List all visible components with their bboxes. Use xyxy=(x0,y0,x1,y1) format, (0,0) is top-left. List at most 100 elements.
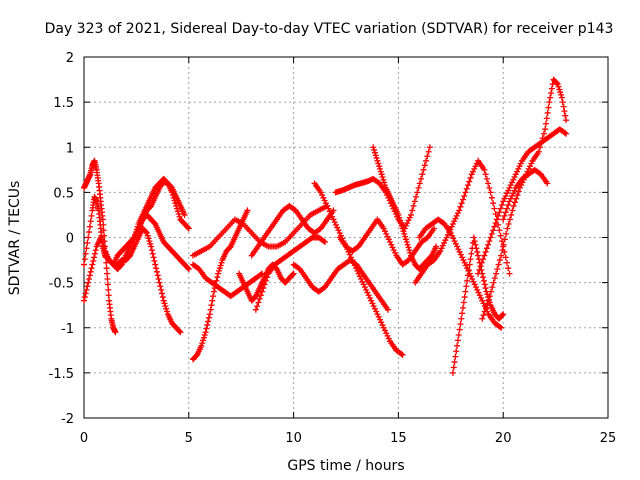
data-point-arc-m xyxy=(359,278,366,285)
data-point-arc-s xyxy=(473,245,480,252)
data-point-arc-s xyxy=(454,342,461,349)
data-point-arc-p xyxy=(402,236,409,243)
data-point-arc-r xyxy=(457,251,464,258)
y-tick-label: 1 xyxy=(66,141,74,156)
data-point-arc-p xyxy=(379,174,386,181)
data-point-arc-d xyxy=(160,297,167,304)
data-point-arc-p xyxy=(401,230,408,237)
data-point-arc-q xyxy=(470,168,477,175)
data-point-arc-n xyxy=(421,162,428,169)
data-point-arc-r xyxy=(469,276,476,283)
data-point-arc-n xyxy=(424,153,431,160)
data-point-arc-q xyxy=(502,254,509,261)
data-point-arc-f xyxy=(215,270,222,277)
data-point-arc-t xyxy=(511,174,518,181)
data-point-arc-u xyxy=(511,199,518,206)
data-point-arc-p xyxy=(370,144,377,151)
data-point-arc-q xyxy=(449,220,456,227)
data-point-arc-c xyxy=(90,257,97,264)
data-point-arc-m xyxy=(321,197,328,204)
data-point-arc-d xyxy=(177,329,184,336)
data-point-arc-c xyxy=(81,297,87,304)
data-point-arc-u xyxy=(501,236,508,243)
data-point-arc-u xyxy=(488,288,495,295)
data-point-arc-s xyxy=(452,353,459,360)
data-point-arc-m xyxy=(378,319,385,326)
data-point-arc-f xyxy=(213,277,220,284)
data-point-arc-d xyxy=(150,254,157,261)
data-point-arc-r xyxy=(467,273,474,280)
data-point-arc-u xyxy=(504,225,511,232)
data-point-arc-c xyxy=(171,197,178,204)
data-point-arc-c xyxy=(91,254,98,261)
data-point-arc-d xyxy=(155,276,162,283)
data-point-arc-a xyxy=(103,265,110,272)
data-point-arc-k xyxy=(330,207,337,214)
data-point-arc-f xyxy=(205,318,212,325)
data-point-arc-u xyxy=(513,195,520,202)
data-point-arc-d xyxy=(148,247,155,254)
data-point-arc-p xyxy=(397,220,404,227)
data-point-arc-q xyxy=(456,207,463,214)
data-point-arc-u xyxy=(543,115,550,122)
data-point-arc-f xyxy=(218,259,225,266)
x-tick-label: 10 xyxy=(285,431,302,446)
data-point-arc-t xyxy=(495,212,502,219)
data-point-arc-p xyxy=(399,225,406,232)
data-point-arc-s xyxy=(466,261,473,268)
data-point-arc-u xyxy=(498,252,505,259)
data-point-arc-r xyxy=(476,292,483,299)
data-point-arc-p xyxy=(395,211,402,218)
data-point-arc-q xyxy=(496,227,503,234)
data-point-arc-a xyxy=(112,329,119,336)
data-point-arc-v xyxy=(501,212,508,219)
data-point-arc-g xyxy=(257,271,264,278)
data-point-arc-j xyxy=(257,292,264,299)
data-point-arc-u xyxy=(553,80,560,87)
data-point-arc-s xyxy=(470,234,477,241)
data-point-arc-m xyxy=(373,308,380,315)
data-point-arc-o xyxy=(383,230,390,237)
data-point-arc-n xyxy=(426,144,433,151)
data-point-arc-t xyxy=(509,179,516,186)
data-point-arc-c xyxy=(85,279,92,286)
data-point-arc-p xyxy=(403,239,410,246)
data-point-arc-r xyxy=(460,257,467,264)
data-point-arc-q xyxy=(468,171,475,178)
data-point-arc-b xyxy=(85,234,92,241)
data-point-arc-o xyxy=(390,247,397,254)
data-point-arc-a xyxy=(104,281,111,288)
data-point-arc-s xyxy=(463,283,470,290)
data-point-arc-q xyxy=(442,237,449,244)
tick-layer: 0 5 10 15 20 25 2 1.5 1 0.5 0 -0.5 -1 -1.5 -2 xyxy=(49,51,617,446)
data-point-arc-m xyxy=(398,350,405,357)
data-point-arc-t xyxy=(506,184,513,191)
data-point-arc-q xyxy=(488,194,495,201)
data-point-arc-q xyxy=(466,178,473,185)
data-point-arc-t xyxy=(507,182,514,189)
data-point-arc-i xyxy=(290,270,297,277)
data-point-arc-v xyxy=(544,180,551,187)
data-point-arc-c xyxy=(86,276,93,283)
data-point-arc-u xyxy=(546,99,553,106)
data-point-arc-u xyxy=(558,91,565,98)
data-point-arc-t xyxy=(502,192,509,199)
data-point-arc-c xyxy=(100,242,107,249)
data-point-arc-v xyxy=(505,202,512,209)
data-point-arc-r xyxy=(474,286,481,293)
data-point-arc-a xyxy=(103,259,110,266)
data-point-arc-o xyxy=(388,241,395,248)
data-point-arc-u xyxy=(545,104,552,111)
data-point-arc-n xyxy=(414,189,421,196)
data-point-arc-u xyxy=(514,192,521,199)
y-tick-label: 1.5 xyxy=(53,96,74,111)
data-point-arc-m xyxy=(369,300,376,307)
data-point-arc-s xyxy=(455,331,462,338)
data-point-arc-q xyxy=(487,189,494,196)
data-point-arc-t xyxy=(490,227,497,234)
data-point-arc-q xyxy=(462,189,469,196)
data-point-arc-q xyxy=(457,203,464,210)
data-point-arc-n xyxy=(419,171,426,178)
y-tick-label: -2 xyxy=(61,412,74,427)
data-point-arc-n xyxy=(409,207,416,214)
